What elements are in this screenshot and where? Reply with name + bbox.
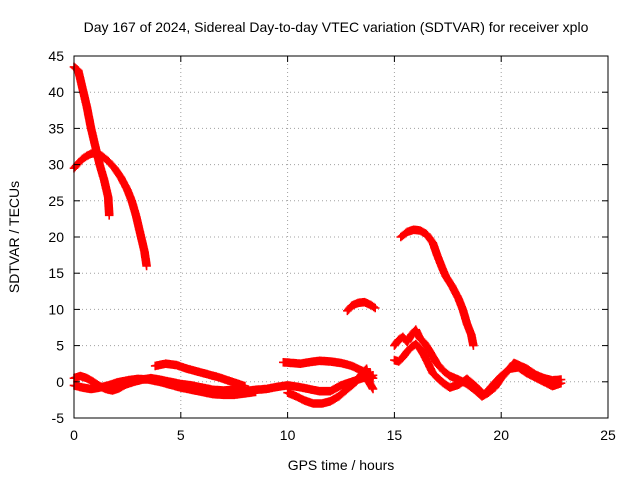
y-tick-label: 45	[48, 48, 64, 64]
data-marks	[69, 62, 566, 408]
series-arc-1	[69, 62, 114, 220]
x-tick-label: 25	[600, 427, 616, 443]
y-tick-label: 5	[56, 338, 64, 354]
data-point	[343, 297, 380, 316]
y-tick-label: 10	[48, 301, 64, 317]
x-axis-label: GPS time / hours	[288, 457, 395, 473]
x-tick-label: 15	[387, 427, 403, 443]
axis-ticks: 0 5 10 15 20 25 -5 0 5 10 15 20 25 30 35 40 45	[48, 48, 616, 443]
data-point	[150, 359, 250, 391]
y-tick-label: 35	[48, 120, 64, 136]
series-arc-11	[390, 339, 566, 400]
y-tick-label: 25	[48, 193, 64, 209]
series-arc-9	[396, 225, 478, 350]
y-tick-label: 30	[48, 157, 64, 173]
x-tick-label: 5	[177, 427, 185, 443]
data-point	[69, 62, 114, 220]
y-tick-label: 40	[48, 84, 64, 100]
data-point	[283, 364, 378, 408]
grid	[74, 56, 608, 418]
data-point	[396, 225, 478, 350]
y-tick-label: 15	[48, 265, 64, 281]
y-tick-label: 0	[56, 374, 64, 390]
y-tick-label: -5	[52, 410, 65, 426]
x-tick-label: 20	[493, 427, 509, 443]
y-tick-label: 20	[48, 229, 64, 245]
x-tick-label: 0	[70, 427, 78, 443]
chart-title: Day 167 of 2024, Sidereal Day-to-day VTE…	[84, 19, 589, 35]
x-tick-label: 10	[280, 427, 296, 443]
y-axis-label: SDTVAR / TECUs	[6, 181, 22, 293]
series-arc-5	[150, 359, 250, 391]
data-point	[390, 339, 566, 400]
series-arc-8	[343, 297, 380, 316]
series-arc-7	[283, 364, 378, 408]
